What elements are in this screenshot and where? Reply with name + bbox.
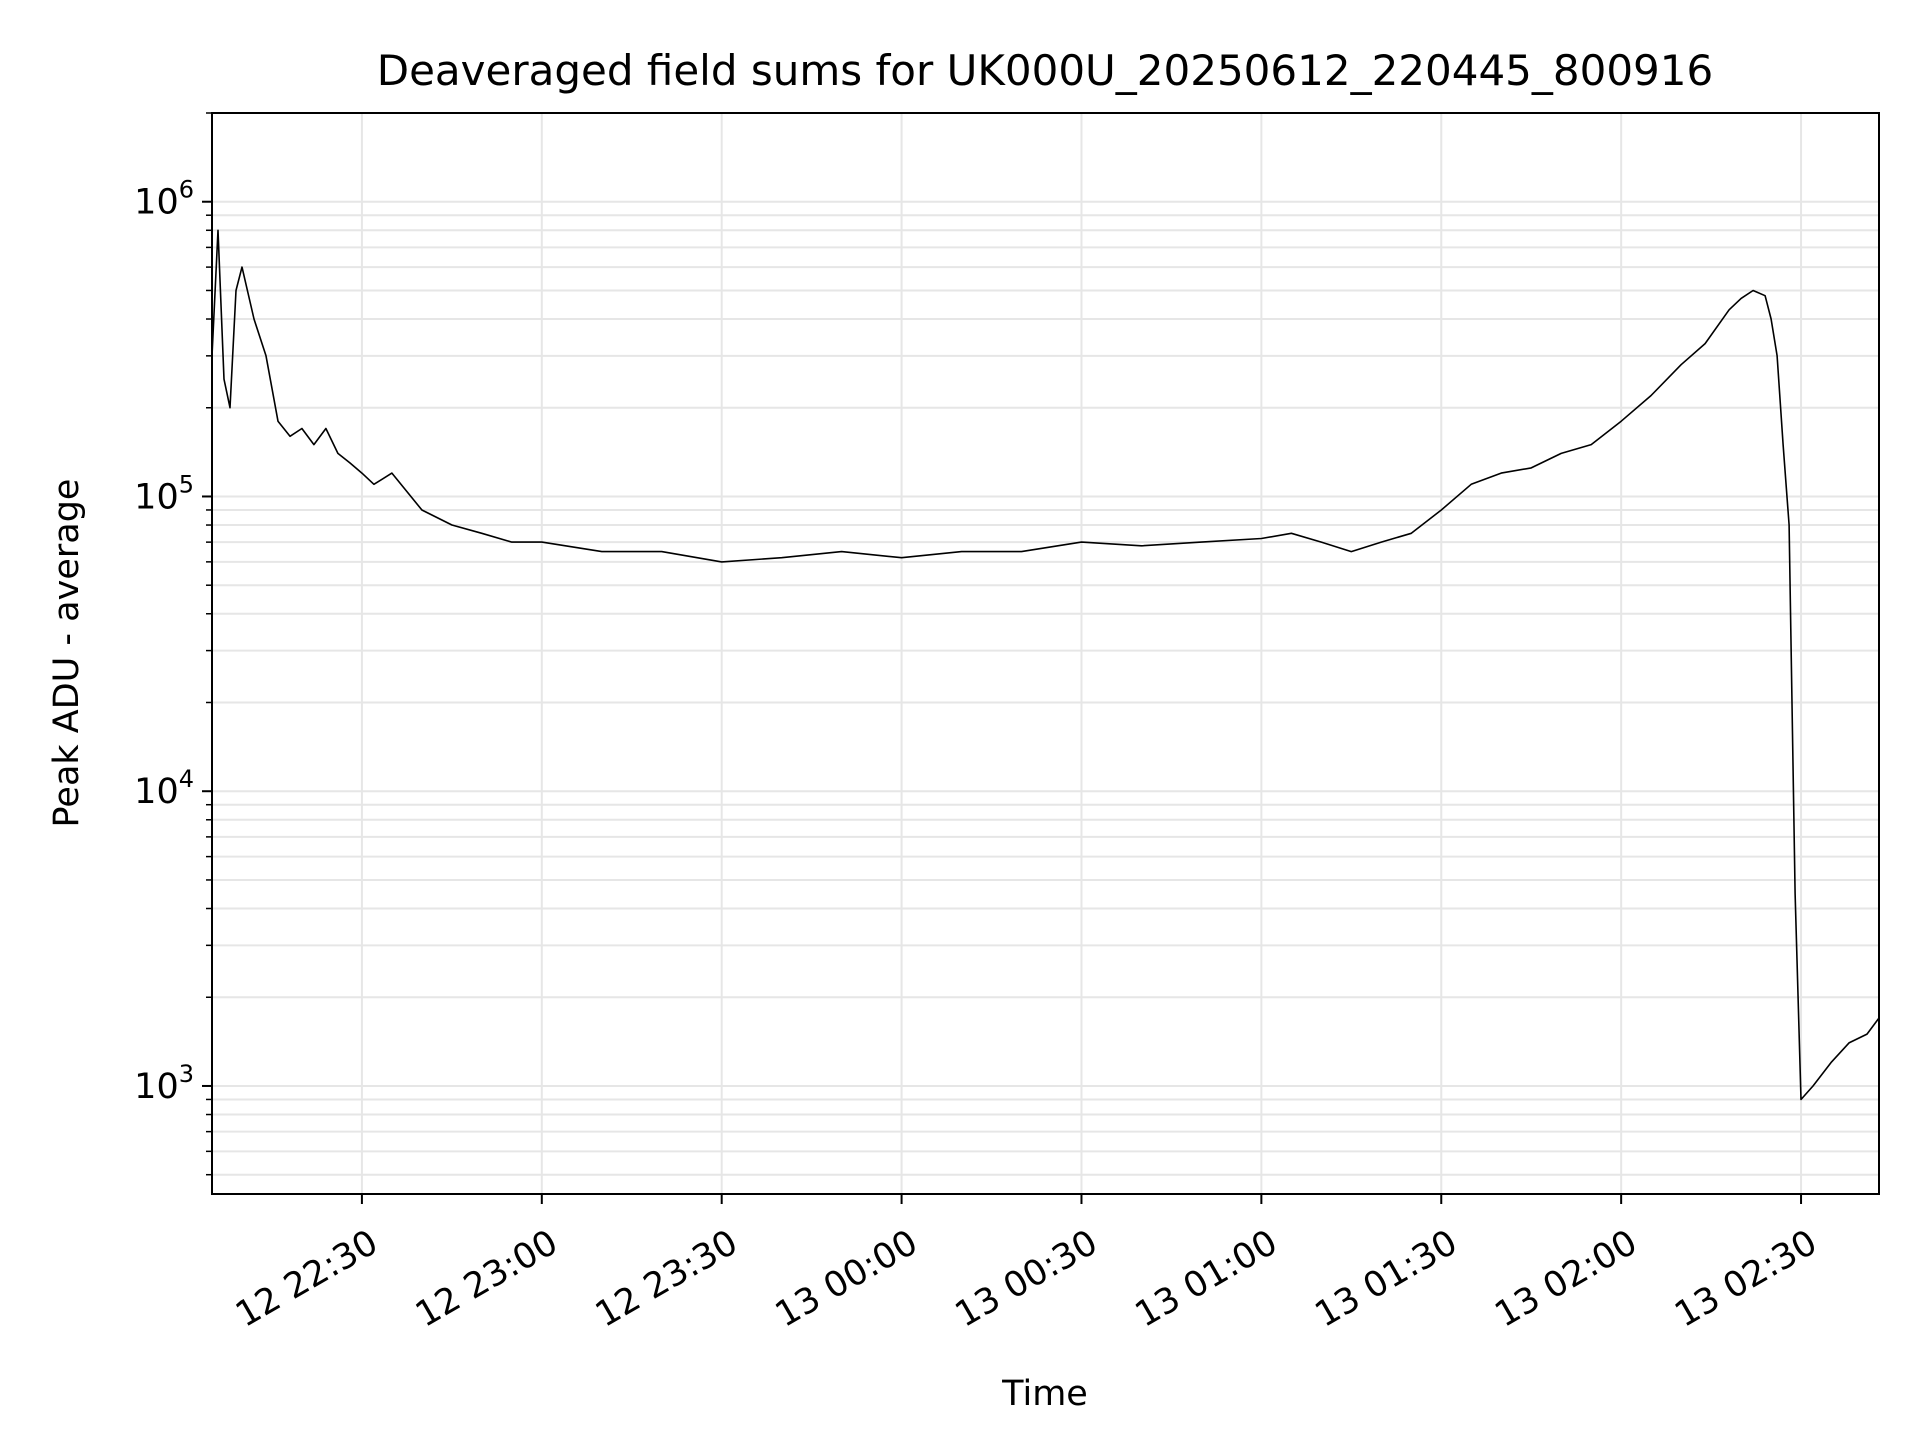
series-line (211, 229, 1880, 1101)
y-axis-label: Peak ADU - average (47, 479, 87, 828)
chart-title: Deaveraged field sums for UK000U_2025061… (377, 46, 1713, 95)
y-axis: 103 104 105 106 (134, 112, 212, 1176)
x-axis-label: Time (1001, 1374, 1088, 1414)
y-tick-label: 106 (134, 176, 194, 223)
series-group (211, 229, 1880, 1101)
y-tick-label: 105 (134, 470, 194, 517)
y-tick-label: 104 (134, 765, 194, 812)
plot-frame (211, 112, 1880, 1195)
grid-lines (212, 112, 1879, 1194)
y-tick-label: 103 (134, 1060, 194, 1107)
